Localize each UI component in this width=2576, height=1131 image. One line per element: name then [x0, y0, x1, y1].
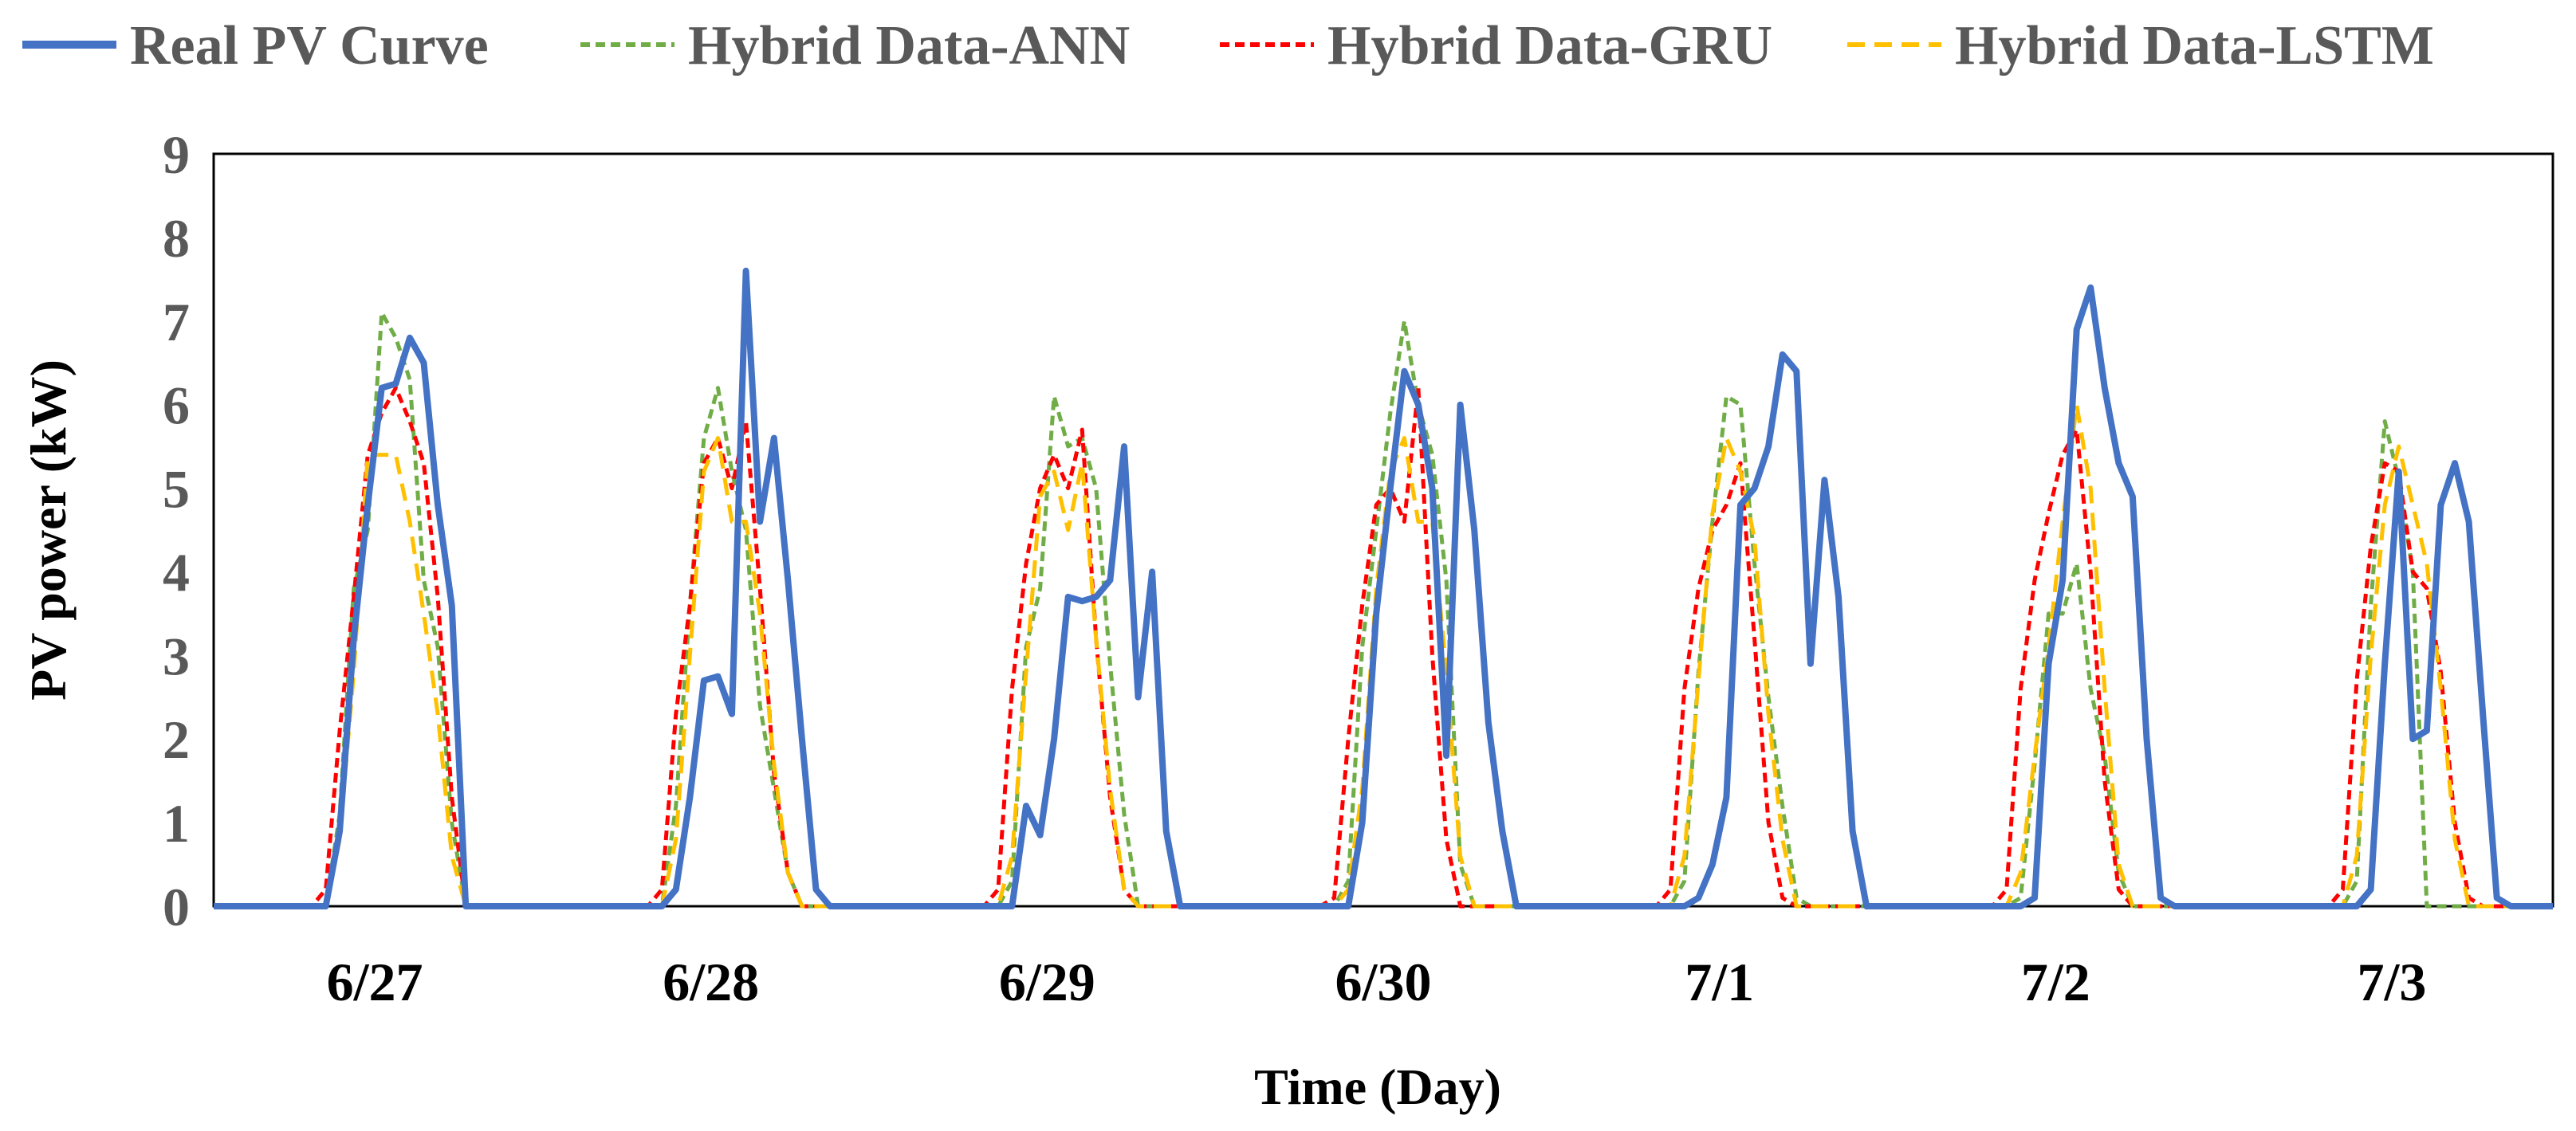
- legend-entry: Real PV Curve: [22, 15, 489, 77]
- legend: Real PV Curve Hybrid Data-ANN Hybrid Data-…: [22, 15, 2434, 77]
- legend-entry: Hybrid Data-GRU: [1220, 15, 1772, 77]
- series-line-real-pv-curve: [214, 267, 2553, 909]
- y-tick-label: 5: [163, 459, 190, 520]
- legend-label: Hybrid Data-GRU: [1327, 15, 1772, 77]
- x-tick-label: 6/27: [327, 952, 423, 1012]
- legend-entry: Hybrid Data-ANN: [580, 15, 1130, 77]
- x-tick-label: 7/1: [1685, 952, 1754, 1012]
- y-tick-label: 2: [163, 709, 190, 770]
- y-axis-ticks: 0 1 2 3 4 5 6 7 8 9: [163, 124, 190, 937]
- x-tick-label: 7/3: [2358, 952, 2427, 1012]
- legend-label: Real PV Curve: [130, 15, 489, 77]
- x-tick-label: 7/2: [2021, 952, 2090, 1012]
- plot-area: [212, 152, 2554, 909]
- y-tick-label: 3: [163, 626, 190, 686]
- series-line-hybrid-data-ann: [214, 310, 2553, 909]
- x-axis-title: Time (Day): [1254, 1058, 1501, 1115]
- x-tick-label: 6/29: [999, 952, 1095, 1012]
- y-tick-label: 9: [163, 124, 190, 185]
- y-axis-title: PV power (kW): [20, 359, 77, 701]
- plot-frame: [212, 152, 2554, 908]
- y-tick-label: 0: [163, 877, 190, 937]
- legend-label: Hybrid Data-LSTM: [1955, 15, 2434, 77]
- y-tick-label: 1: [163, 793, 190, 854]
- legend-label: Hybrid Data-ANN: [688, 15, 1130, 77]
- y-tick-label: 6: [163, 375, 190, 436]
- x-axis-ticks: 6/27 6/28 6/29 6/30 7/1 7/2 7/3: [327, 952, 2427, 1012]
- y-tick-label: 7: [163, 292, 190, 352]
- x-tick-label: 6/28: [663, 952, 759, 1012]
- legend-entry: Hybrid Data-LSTM: [1847, 15, 2434, 77]
- y-tick-label: 4: [163, 542, 190, 603]
- x-tick-label: 6/30: [1335, 952, 1432, 1012]
- y-tick-label: 8: [163, 208, 190, 269]
